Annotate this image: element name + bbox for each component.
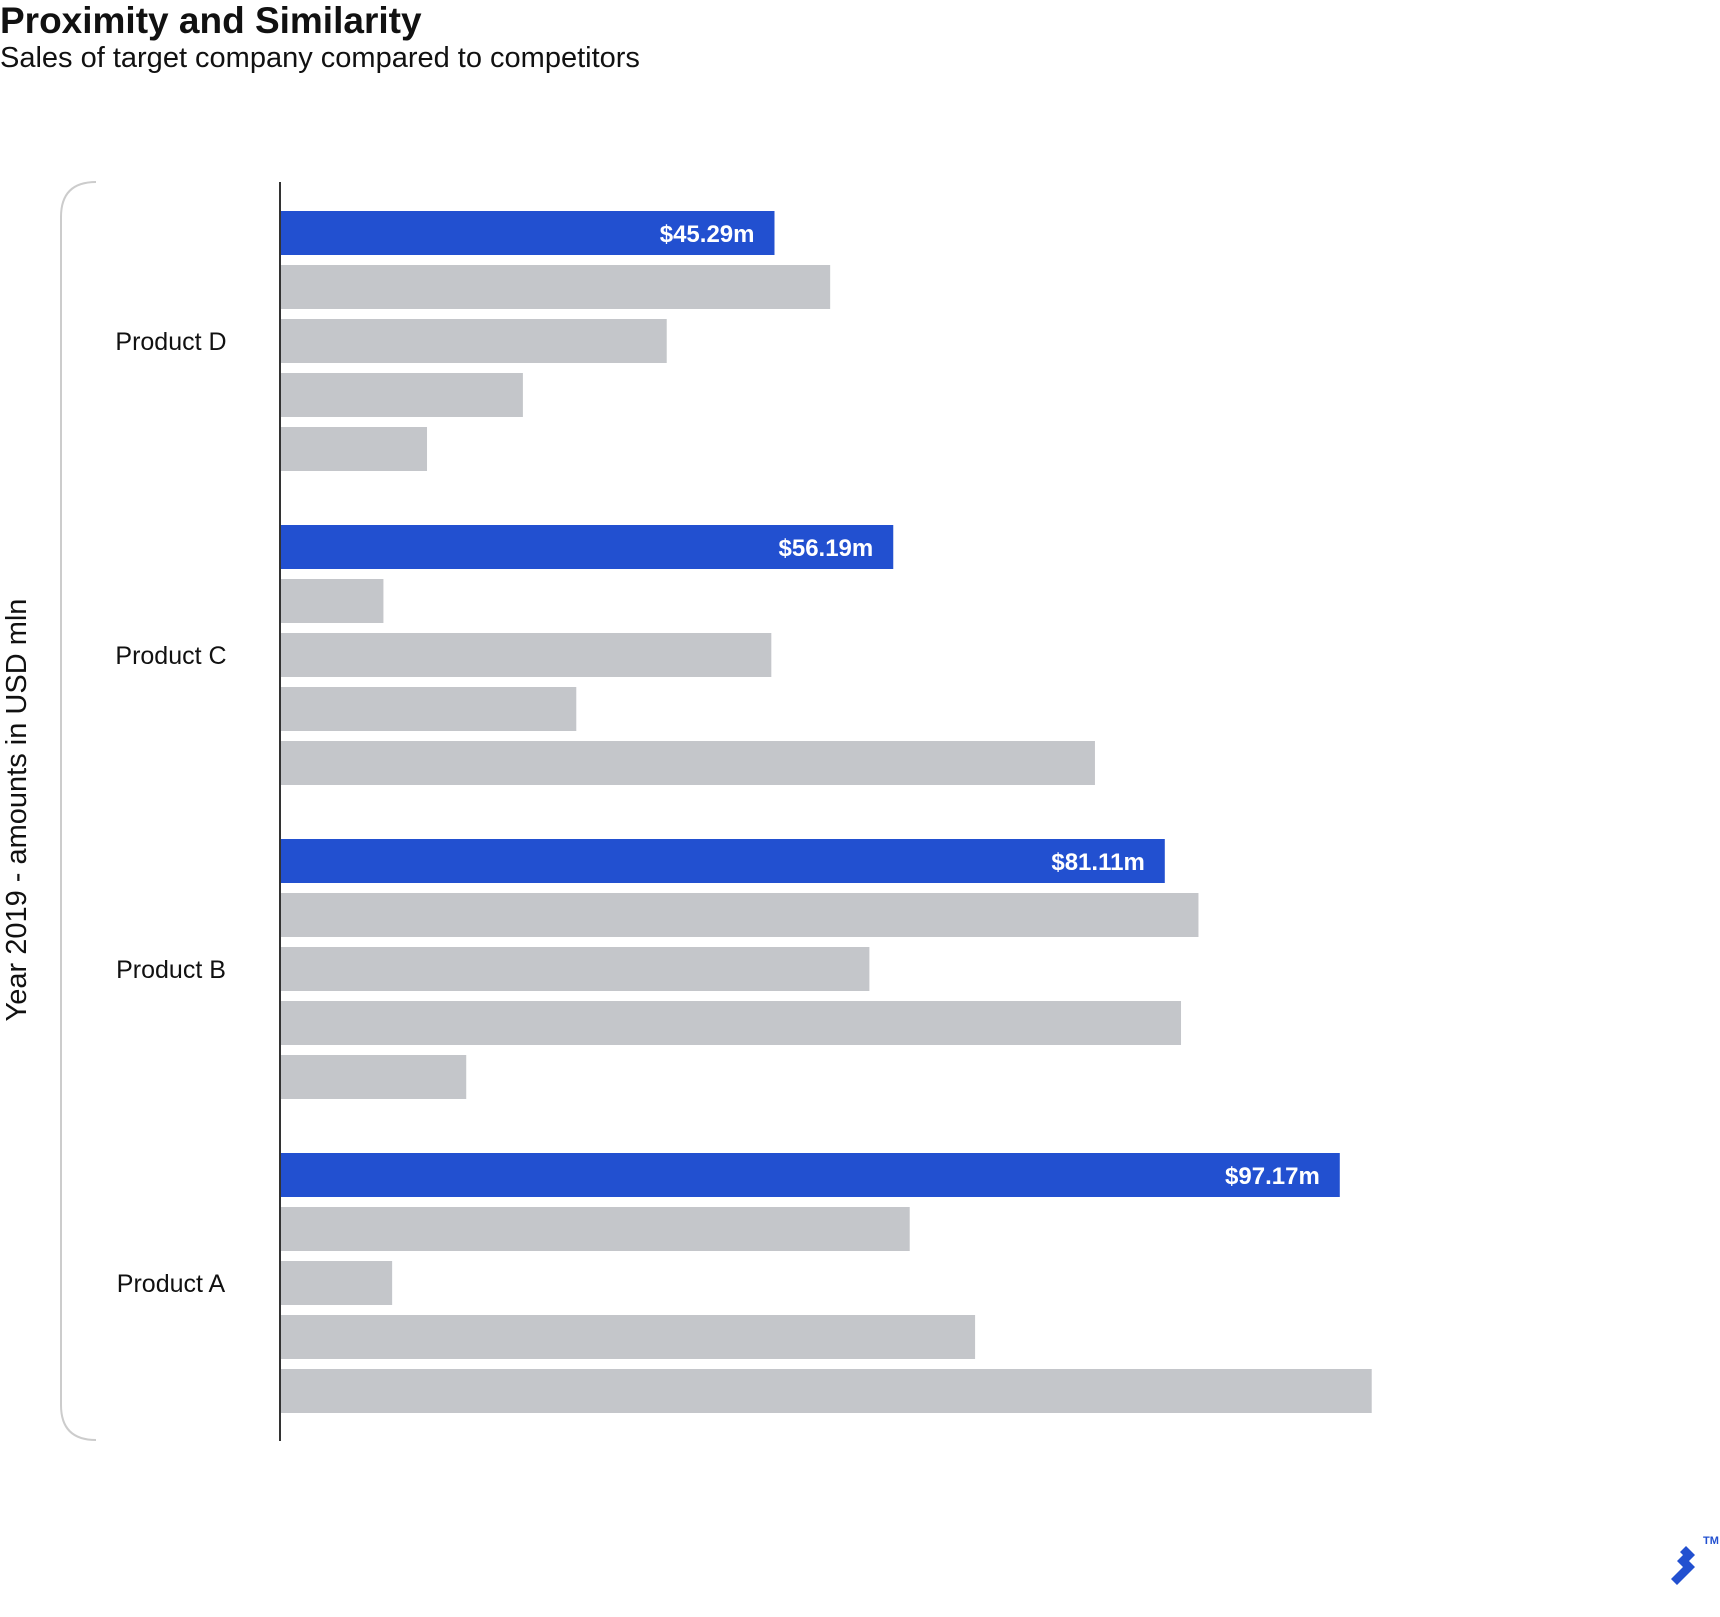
chart-subtitle: Sales of target company compared to comp… (0, 42, 640, 74)
category-label-product-a: Product A (117, 1270, 226, 1298)
toptal-logo-icon: TM (1671, 1535, 1719, 1585)
logo-mark (1671, 1546, 1695, 1585)
bars-layer (281, 211, 1372, 1413)
bar-competitor-product-d-3 (281, 373, 523, 417)
bar-competitor-product-a-4 (281, 1369, 1372, 1413)
y-axis-bracket (60, 181, 97, 1441)
category-label-product-c: Product C (115, 642, 226, 670)
bar-competitor-product-a-1 (281, 1207, 910, 1251)
bar-competitor-product-c-1 (281, 579, 384, 623)
bar-competitor-product-b-4 (281, 1055, 467, 1099)
bar-target-product-b (281, 839, 1165, 883)
value-label-product-d: $45.29m (660, 221, 755, 248)
bar-competitor-product-c-2 (281, 633, 772, 677)
bar-competitor-product-d-1 (281, 265, 831, 309)
category-label-product-b: Product B (116, 956, 226, 984)
bar-target-product-a (281, 1153, 1340, 1197)
value-label-product-c: $56.19m (779, 535, 874, 562)
bar-competitor-product-d-4 (281, 427, 428, 471)
bar-competitor-product-a-3 (281, 1315, 976, 1359)
bar-competitor-product-b-1 (281, 893, 1199, 937)
logo-trademark: TM (1703, 1535, 1719, 1547)
bar-competitor-product-c-3 (281, 687, 577, 731)
bar-competitor-product-b-3 (281, 1001, 1182, 1045)
bar-competitor-product-a-2 (281, 1261, 393, 1305)
bar-target-product-c (281, 525, 894, 569)
value-label-product-a: $97.17m (1225, 1163, 1320, 1190)
bar-competitor-product-c-4 (281, 741, 1095, 785)
bar-competitor-product-b-2 (281, 947, 870, 991)
bar-competitor-product-d-2 (281, 319, 667, 363)
chart-title: Proximity and Similarity (0, 0, 422, 41)
value-label-product-b: $81.11m (1051, 849, 1144, 876)
labels-layer: $45.29m Product D $56.19m Product C $81.11m P… (115, 221, 1319, 1298)
y-axis-title: Year 2019 - amounts in USD mln (1, 599, 33, 1022)
bar-target-product-d (281, 211, 775, 255)
category-label-product-d: Product D (115, 328, 226, 356)
